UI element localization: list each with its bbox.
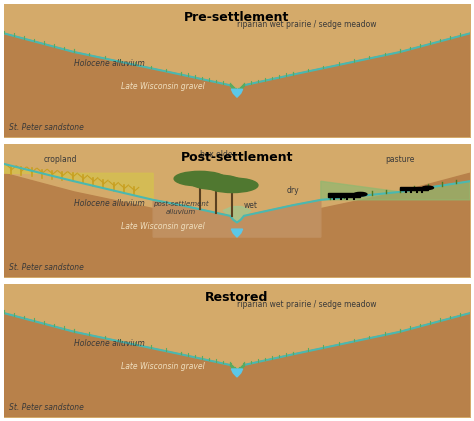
Text: Late Wisconsin gravel: Late Wisconsin gravel xyxy=(120,222,204,231)
Polygon shape xyxy=(231,229,243,237)
Text: Holocene alluvium: Holocene alluvium xyxy=(74,200,145,208)
Text: Late Wisconsin gravel: Late Wisconsin gravel xyxy=(120,362,204,371)
Text: Late Wisconsin gravel: Late Wisconsin gravel xyxy=(120,82,204,91)
Circle shape xyxy=(191,175,242,189)
Circle shape xyxy=(174,171,225,186)
Text: St. Peter sandstone: St. Peter sandstone xyxy=(9,263,84,272)
Text: box elder: box elder xyxy=(201,150,236,159)
Circle shape xyxy=(207,178,258,192)
Polygon shape xyxy=(231,369,243,377)
Text: wet: wet xyxy=(244,201,258,210)
Polygon shape xyxy=(4,173,470,277)
Text: dry: dry xyxy=(287,186,299,195)
Polygon shape xyxy=(4,313,470,417)
Polygon shape xyxy=(4,51,470,137)
Polygon shape xyxy=(4,330,470,417)
Text: Post-settlement: Post-settlement xyxy=(181,151,293,164)
Text: Restored: Restored xyxy=(205,290,269,304)
Polygon shape xyxy=(321,181,470,200)
Text: Holocene alluvium: Holocene alluvium xyxy=(74,339,145,348)
Text: riparian wet prairie / sedge meadow: riparian wet prairie / sedge meadow xyxy=(237,20,377,29)
Polygon shape xyxy=(4,164,153,200)
Text: St. Peter sandstone: St. Peter sandstone xyxy=(9,402,84,411)
Polygon shape xyxy=(223,207,251,222)
Bar xyxy=(400,187,428,190)
Text: riparian wet prairie / sedge meadow: riparian wet prairie / sedge meadow xyxy=(237,300,377,309)
Text: Holocene alluvium: Holocene alluvium xyxy=(74,59,145,69)
Polygon shape xyxy=(153,200,321,237)
Polygon shape xyxy=(231,89,243,97)
Text: post-settlement
alluvium: post-settlement alluvium xyxy=(153,201,209,215)
Bar xyxy=(328,193,360,197)
Polygon shape xyxy=(4,191,470,277)
Text: St. Peter sandstone: St. Peter sandstone xyxy=(9,123,84,132)
Text: Pre-settlement: Pre-settlement xyxy=(184,11,290,24)
Text: cropland: cropland xyxy=(43,155,77,165)
Polygon shape xyxy=(4,33,470,137)
Text: pasture: pasture xyxy=(385,155,415,165)
Circle shape xyxy=(422,186,434,189)
Circle shape xyxy=(354,192,367,196)
